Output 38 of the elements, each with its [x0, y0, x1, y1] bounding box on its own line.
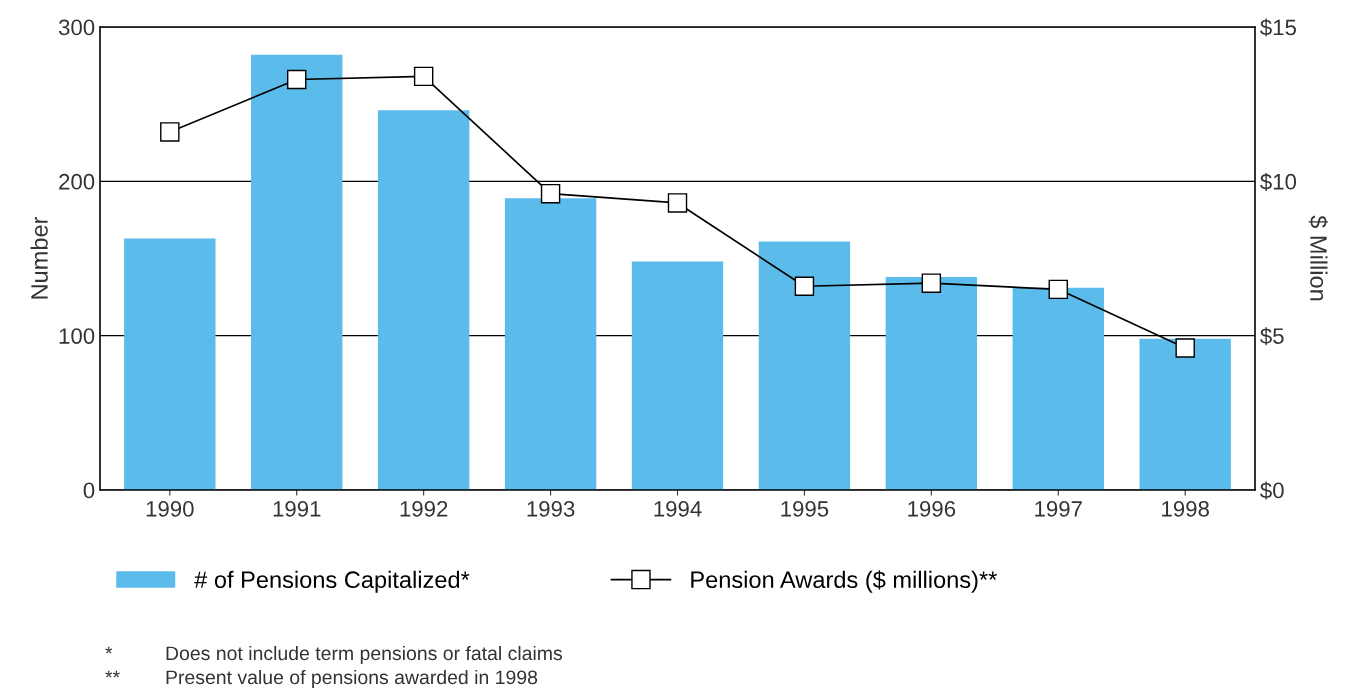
bar [251, 54, 343, 490]
text: ** Present value of pensions awarded in 1998 [105, 669, 538, 689]
point [921, 273, 942, 293]
y-tick-label: 200 [59, 173, 95, 190]
legend-label: # of Pensions Capitalized* [194, 570, 470, 593]
y-tick-label: 100 [59, 328, 95, 344]
bar [124, 238, 216, 490]
bar [885, 277, 978, 490]
y2-tick-label: $10 [1260, 172, 1297, 191]
y-axis-title: Number [30, 216, 48, 299]
x-tick-label: 1995 [781, 501, 829, 517]
x-tick-label: 1998 [1162, 501, 1209, 517]
legend-label: Pension Awards ($ millions)** [691, 570, 997, 593]
text: * Does not include term pensions or fatal claims [105, 645, 563, 665]
y2-tick-label: $5 [1260, 327, 1284, 346]
x-tick-label: 1996 [908, 501, 956, 517]
point [1175, 338, 1195, 358]
point [287, 69, 307, 90]
y-tick-label: 300 [58, 19, 95, 36]
bar [1012, 287, 1104, 490]
point [540, 183, 561, 204]
point [1048, 279, 1068, 300]
point [794, 276, 815, 297]
bar [1139, 338, 1231, 490]
y2-tick-label: $15 [1260, 18, 1297, 37]
x-tick-label: 1990 [146, 501, 194, 517]
y2-tick-label: $0 [1260, 481, 1284, 500]
y-tick-label: 0 [83, 482, 95, 499]
x-tick-label: 1997 [1035, 501, 1082, 517]
y2-axis-title: $ Million [1308, 215, 1328, 301]
bar [631, 261, 724, 490]
x-tick-label: 1992 [400, 501, 448, 517]
x-tick-label: 1994 [654, 501, 702, 517]
bar [377, 110, 470, 490]
bar [504, 198, 597, 490]
bar [758, 241, 851, 490]
x-tick-label: 1993 [527, 501, 575, 517]
x-tick-label: 1991 [273, 501, 321, 517]
